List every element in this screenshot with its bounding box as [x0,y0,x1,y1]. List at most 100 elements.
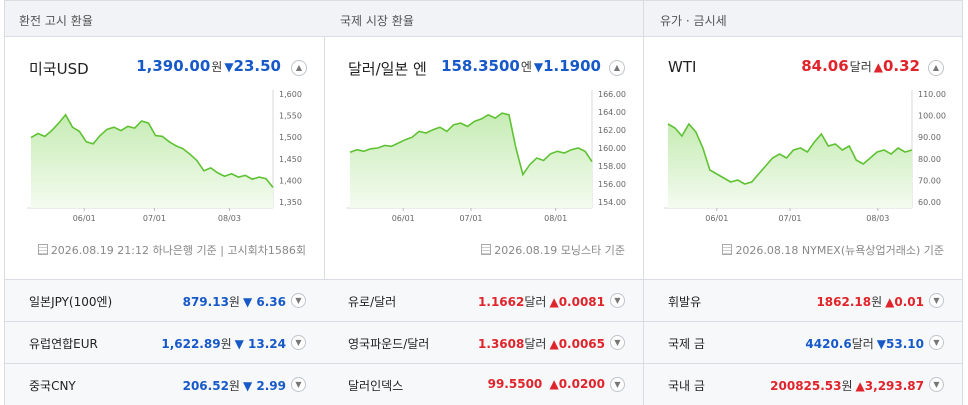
source-note: 2026.08.19 모닝스타 기준 [481,242,625,258]
y-tick-label: 154.00 [598,198,626,207]
series-line [667,122,913,185]
chevron-up-icon[interactable]: ▲ [609,60,625,76]
row-unit: 원 [871,295,883,309]
row-values: 4420.6달러 ▼53.10 [805,335,924,352]
y-tick-label: 70.00 [918,176,941,185]
quote-list: 유로/달러 1.1662달러 ▲0.0081 ▼ 영국파운드/달러 1.3608달… [324,279,643,405]
row-values: 1.3608달러 ▲0.0065 [478,335,605,352]
row-values: 206.52원 ▼ 2.99 [183,377,286,394]
list-item[interactable]: 영국파운드/달러 1.3608달러 ▲0.0065 ▼ [324,322,643,364]
y-tick-label: 1,450 [279,155,302,164]
x-tick-label: 07/01 [143,214,166,222]
row-name[interactable]: 휘발유 [668,295,702,309]
main-quote-unit: 달러 [849,60,872,74]
chevron-down-icon[interactable]: ▼ [291,377,306,392]
down-arrow-icon: ▼ [242,295,253,309]
row-change: 53.10 [886,337,924,351]
chevron-down-icon[interactable]: ▼ [929,335,944,350]
x-tick-label: 08/01 [544,214,567,222]
list-item[interactable]: 달러인덱스 99.5500 ▲0.0200 ▼ [324,364,643,405]
row-change: 0.01 [894,295,924,309]
main-quote-name[interactable]: WTI [668,58,697,76]
row-unit: 원 [228,379,240,393]
source-text: 2026.08.19 21:12 하나은행 기준 | 고시회차1586회 [50,244,306,257]
row-name[interactable]: 중국CNY [29,379,76,393]
row-unit: 원 [220,337,232,351]
y-tick-label: 166.00 [598,90,626,99]
chart-usd-jpy-svg: 166.00 164.00 162.00 160.00 158.00 156.00 154.… [346,90,626,223]
chart-usd: 1,600 1,550 1,500 1,450 1,400 1,350 06/01 07/01… [5,82,326,226]
row-change: 3,293.87 [864,379,924,393]
y-tick-label: 1,550 [279,112,302,121]
row-values: 1,622.89원 ▼ 13.24 [161,335,286,352]
document-icon [481,244,492,255]
chart-usd-svg: 1,600 1,550 1,500 1,450 1,400 1,350 06/01 07/01… [27,90,302,223]
y-tick-label: 60.00 [918,198,941,207]
row-name[interactable]: 유럽연합EUR [29,337,98,351]
panel-header: 국제 시장 환율 [324,0,643,37]
row-value: 1862.18 [816,295,872,309]
main-quote[interactable]: WTI 84.06달러 ▲0.32 ▲ [644,54,962,80]
row-name[interactable]: 달러인덱스 [348,379,404,393]
source-note: 2026.08.18 NYMEX(뉴욕상업거래소) 기준 [722,242,944,258]
down-arrow-icon: ▼ [224,60,234,74]
chevron-up-icon[interactable]: ▲ [928,60,944,76]
oil-gold-panel: 유가 · 금시세 WTI 84.06달러 ▲0.32 ▲ 110.00 100.00… [643,0,963,405]
chevron-down-icon[interactable]: ▼ [929,293,944,308]
chevron-down-icon[interactable]: ▼ [610,377,625,392]
list-item[interactable]: 유럽연합EUR 1,622.89원 ▼ 13.24 ▼ [5,322,324,364]
row-value: 1,622.89 [161,337,221,351]
main-quote-name[interactable]: 미국USD [29,60,89,78]
y-tick-label: 1,600 [279,90,302,99]
document-icon [722,244,733,255]
list-item[interactable]: 일본JPY(100엔) 879.13원 ▼ 6.36 ▼ [5,280,324,322]
main-quote-change: 23.50 [233,57,281,75]
series-area [668,124,912,208]
row-unit: 달러 [524,295,547,309]
x-tick-label: 08/03 [218,214,241,222]
main-quote-value: 1,390.00 [136,57,211,75]
row-unit: 달러 [524,337,547,351]
main-quote-value-group: 84.06달러 ▲0.32 [801,57,920,75]
y-tick-label: 1,500 [279,133,302,142]
chevron-down-icon[interactable]: ▼ [610,293,625,308]
y-tick-label: 162.00 [598,126,626,135]
list-item[interactable]: 휘발유 1862.18원 ▲0.01 ▼ [644,280,962,322]
row-change: 6.36 [256,295,286,309]
main-quote[interactable]: 달러/일본 엔 158.3500엔 ▼1.1900 ▲ [324,54,643,80]
y-tick-label: 164.00 [598,108,626,117]
row-name[interactable]: 국내 금 [668,379,705,393]
chevron-down-icon[interactable]: ▼ [291,293,306,308]
quote-list: 휘발유 1862.18원 ▲0.01 ▼ 국제 금 4420.6달러 ▼53.10 … [644,279,962,405]
list-item[interactable]: 국내 금 200825.53원 ▲3,293.87 ▼ [644,364,962,405]
row-name[interactable]: 영국파운드/달러 [348,337,430,351]
row-name[interactable]: 유로/달러 [348,295,397,309]
row-change: 13.24 [248,337,286,351]
y-tick-label: 160.00 [598,144,626,153]
main-quote-change: 0.32 [882,57,920,75]
row-values: 879.13원 ▼ 6.36 [183,293,286,310]
main-quote-value: 84.06 [801,57,849,75]
main-quote-change: 1.1900 [543,57,601,75]
chevron-up-icon[interactable]: ▲ [291,60,307,76]
quote-list: 일본JPY(100엔) 879.13원 ▼ 6.36 ▼ 유럽연합EUR 1,62… [5,279,324,405]
main-quote-unit: 엔 [520,60,532,74]
list-item[interactable]: 중국CNY 206.52원 ▼ 2.99 ▼ [5,364,324,405]
panel-header: 환전 고시 환율 [5,0,324,37]
list-item[interactable]: 국제 금 4420.6달러 ▼53.10 ▼ [644,322,962,364]
row-unit: 원 [841,379,853,393]
row-name[interactable]: 일본JPY(100엔) [29,295,113,309]
row-change: 0.0065 [558,337,605,351]
row-value: 879.13 [182,295,229,309]
main-quote[interactable]: 미국USD 1,390.00원 ▼23.50 ▲ [5,54,324,80]
y-tick-label: 158.00 [598,162,626,171]
chevron-down-icon[interactable]: ▼ [291,335,306,350]
list-item[interactable]: 유로/달러 1.1662달러 ▲0.0081 ▼ [324,280,643,322]
chevron-down-icon[interactable]: ▼ [610,335,625,350]
exchange-panel-notice: 환전 고시 환율 미국USD 1,390.00원 ▼23.50 ▲ 1,600 1,… [4,0,325,405]
chevron-down-icon[interactable]: ▼ [929,377,944,392]
row-name[interactable]: 국제 금 [668,337,705,351]
x-tick-label: 06/01 [73,214,96,222]
main-quote-name[interactable]: 달러/일본 엔 [348,60,427,78]
x-tick-label: 06/01 [705,214,728,222]
